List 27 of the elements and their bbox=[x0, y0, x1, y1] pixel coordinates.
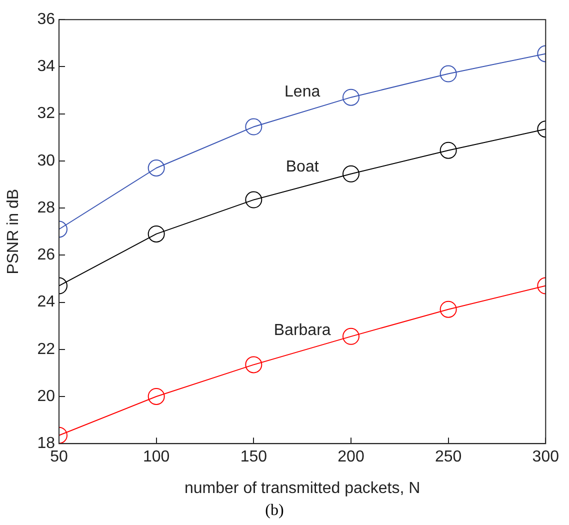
point bbox=[342, 165, 360, 182]
y-tick-label: 32 bbox=[37, 105, 56, 122]
x-tick-label: 250 bbox=[434, 448, 462, 466]
y-tick-label: 26 bbox=[37, 246, 56, 264]
y-tick-label: 36 bbox=[37, 11, 56, 28]
point bbox=[342, 88, 360, 106]
x-tick-label: 150 bbox=[240, 448, 268, 466]
point bbox=[245, 191, 262, 208]
x-tick-label: 100 bbox=[142, 448, 170, 466]
y-axis-title: PSNR in dB bbox=[5, 188, 22, 274]
x-tick-label: 200 bbox=[338, 448, 364, 466]
point bbox=[342, 328, 360, 345]
x-axis-title: number of transmitted packets, N bbox=[184, 480, 420, 497]
y-tick-label: 34 bbox=[37, 58, 56, 76]
y-tick-label: 20 bbox=[37, 388, 56, 405]
y-tick-label: 28 bbox=[37, 199, 56, 216]
y-tick-label: 24 bbox=[37, 294, 56, 311]
x-tick-label: 300 bbox=[532, 448, 560, 466]
series-label: Barbara bbox=[274, 322, 331, 339]
point bbox=[245, 356, 262, 374]
text: (b) bbox=[264, 502, 285, 520]
y-tick-label: 30 bbox=[37, 152, 56, 170]
point bbox=[245, 118, 262, 136]
y-tick-label: 22 bbox=[37, 340, 56, 358]
series-label: Boat bbox=[286, 158, 320, 176]
series-label: Lena bbox=[284, 83, 320, 100]
x-tick-label: 50 bbox=[50, 448, 68, 466]
